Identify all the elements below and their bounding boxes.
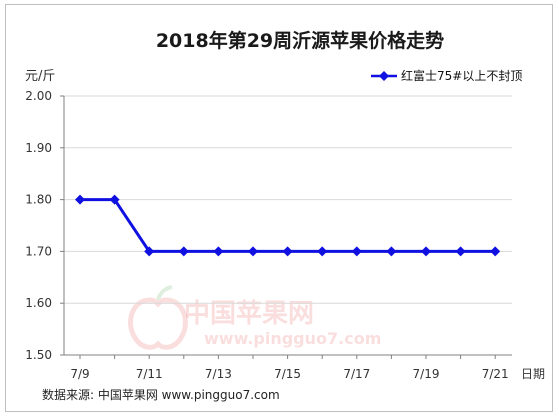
y-tick-labels: 2.00 1.90 1.80 1.70 1.60 1.50	[25, 89, 52, 362]
x-axis-label: 日期	[521, 367, 545, 381]
data-point	[421, 246, 431, 257]
y-tick-label: 1.50	[25, 348, 52, 362]
data-point	[109, 194, 120, 205]
y-tick-label: 1.70	[25, 244, 52, 258]
x-tick-label: 7/13	[205, 367, 232, 381]
x-tick-label: 7/17	[343, 367, 370, 381]
data-point	[213, 246, 224, 257]
x-tick-labels: 7/9 7/11 7/13 7/15 7/17 7/19 7/21	[70, 367, 508, 381]
chart-frame	[5, 4, 553, 412]
series-line	[80, 198, 496, 253]
x-tick-label: 7/21	[482, 367, 509, 381]
x-tick-label: 7/9	[70, 367, 89, 381]
y-tick-label: 1.90	[25, 141, 52, 155]
apple-logo-icon	[128, 285, 188, 350]
watermark-url: www.pingguo7.com	[204, 329, 381, 348]
data-point	[282, 246, 293, 257]
data-point	[75, 194, 85, 205]
y-tick-label: 1.60	[25, 296, 52, 310]
data-point	[317, 246, 328, 257]
watermark: 中国苹果网 www.pingguo7.com	[128, 285, 381, 350]
y-tick-label: 2.00	[25, 89, 52, 103]
watermark-brand: 中国苹果网	[184, 299, 314, 329]
data-point	[490, 246, 501, 257]
x-tick-label: 7/15	[274, 367, 301, 381]
legend-label: 红富士75#以上不封顶	[401, 68, 522, 83]
data-point	[351, 246, 362, 257]
x-tick-label: 7/11	[136, 367, 163, 381]
chart-title: 2018年第29周沂源苹果价格走势	[156, 29, 444, 52]
data-point	[455, 246, 466, 257]
data-point	[248, 246, 258, 257]
y-axis-unit-label: 元/斤	[25, 69, 55, 84]
grid-lines	[64, 95, 512, 304]
x-tick-label: 7/19	[413, 367, 440, 381]
legend-marker-swatch	[379, 71, 389, 81]
legend: 红富士75#以上不封顶	[371, 68, 522, 83]
axes	[60, 95, 512, 359]
y-tick-label: 1.80	[25, 193, 52, 207]
data-point	[386, 246, 397, 257]
series-line-path	[80, 198, 496, 253]
data-source-note: 数据来源: 中国苹果网 www.pingguo7.com	[42, 387, 280, 402]
data-point	[178, 246, 189, 257]
data-point	[144, 246, 155, 257]
series-markers	[75, 194, 501, 257]
